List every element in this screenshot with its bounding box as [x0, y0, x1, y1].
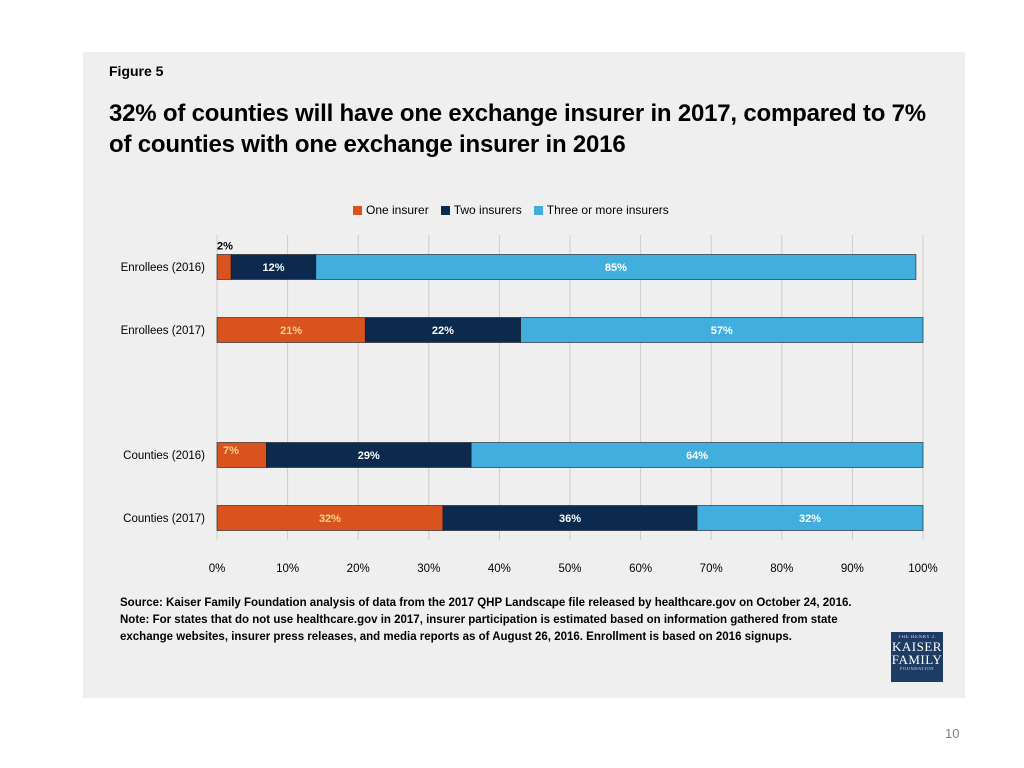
logo-bottom-text: FOUNDATION — [900, 666, 934, 671]
legend-swatch-two-insurers — [440, 205, 450, 215]
page-number: 10 — [945, 726, 960, 741]
data-label-three-or-more: 85% — [605, 262, 627, 274]
legend-swatch-three-or-more — [533, 205, 543, 215]
bar-segment-three-or-more — [520, 317, 924, 343]
category-label: Enrollees (2017) — [121, 325, 206, 337]
legend-item-one-insurer: One insurer — [353, 203, 429, 217]
bar-segment-three-or-more — [315, 254, 917, 280]
x-tick-label: 0% — [209, 563, 226, 575]
category-label: Counties (2017) — [123, 513, 205, 525]
legend-label-two-insurers: Two insurers — [453, 203, 522, 217]
logo-line-2: FAMILY — [891, 652, 943, 667]
x-tick-label: 70% — [700, 563, 723, 575]
data-label-three-or-more: 57% — [711, 325, 733, 337]
legend-item-two-insurers: Two insurers — [440, 203, 522, 217]
logo-line-1: KAISER — [892, 639, 942, 654]
data-label-one-insurer: 7% — [223, 445, 239, 457]
x-tick-label: 20% — [347, 563, 370, 575]
bar-segment-two-insurers — [230, 254, 317, 280]
source-note: Source: Kaiser Family Foundation analysi… — [120, 597, 852, 643]
data-label-two-insurers: 12% — [262, 262, 284, 274]
bar-segment-three-or-more — [470, 442, 924, 468]
x-tick-label: 10% — [276, 563, 299, 575]
data-label-one-insurer: 21% — [280, 325, 302, 337]
data-label-two-insurers: 22% — [432, 325, 454, 337]
stacked-bar-chart: 0% 10% 20% 30% 40% 50% 60% 70% 80% 90% 100% Enrolle… — [121, 235, 938, 575]
kff-logo: THE HENRY J. KAISER FAMILY FOUNDATION — [891, 632, 943, 682]
data-label-one-insurer: 32% — [319, 513, 341, 525]
chart-title: 32% of counties will have one exchange i… — [109, 100, 926, 158]
bar-segment-one-insurer — [216, 317, 366, 343]
figure-label: Figure 5 — [109, 63, 164, 79]
x-tick-label: 40% — [488, 563, 511, 575]
data-label-three-or-more: 32% — [799, 513, 821, 525]
x-tick-label: 80% — [770, 563, 793, 575]
logo-top-text: THE HENRY J. — [897, 635, 937, 640]
bar-segment-two-insurers — [364, 317, 521, 343]
x-tick-label: 30% — [417, 563, 440, 575]
bar-segment-one-insurer — [216, 442, 267, 468]
bar-segment-two-insurers — [266, 442, 472, 468]
chart-legend: One insurer Two insurers Three or more i… — [353, 203, 669, 217]
legend-item-three-or-more: Three or more insurers — [533, 203, 669, 217]
x-tick-label: 90% — [841, 563, 864, 575]
x-tick-label: 60% — [629, 563, 652, 575]
data-label-three-or-more: 64% — [686, 450, 708, 462]
x-tick-label: 100% — [908, 563, 937, 575]
data-label-two-insurers: 36% — [559, 513, 581, 525]
category-label: Enrollees (2016) — [121, 262, 206, 274]
bar-segment-one-insurer — [216, 505, 444, 531]
figure-panel: Figure 5 32% of counties will have one e… — [83, 52, 965, 698]
legend-swatch-one-insurer — [353, 205, 362, 215]
bar-segment-three-or-more — [696, 505, 924, 531]
legend-label-one-insurer: One insurer — [366, 203, 429, 217]
data-label-one-insurer: 2% — [217, 241, 233, 253]
bar-segment-one-insurer — [216, 254, 232, 280]
x-tick-label: 50% — [558, 563, 581, 575]
data-label-two-insurers: 29% — [358, 450, 380, 462]
legend-label-three-or-more: Three or more insurers — [546, 203, 669, 217]
category-label: Counties (2016) — [123, 450, 205, 462]
bar-segment-two-insurers — [442, 505, 698, 531]
